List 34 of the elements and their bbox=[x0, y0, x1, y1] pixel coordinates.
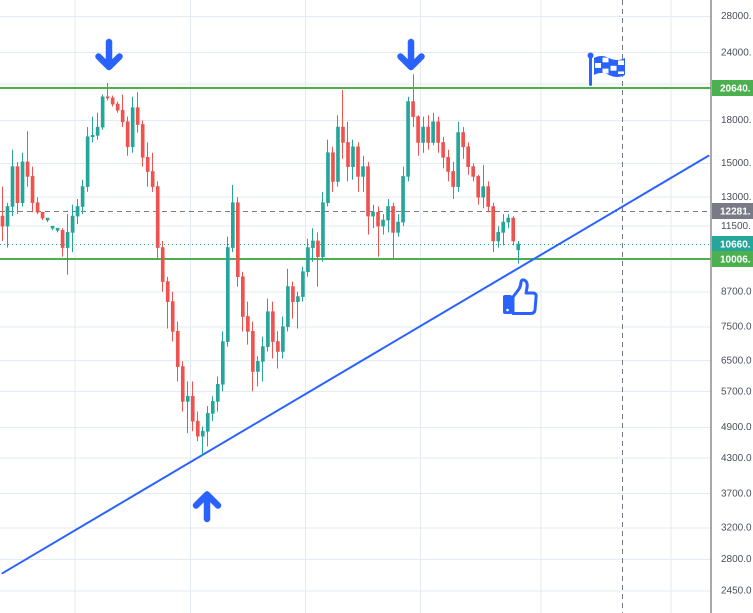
candlestick bbox=[431, 112, 435, 146]
y-tick-label: 11500. bbox=[721, 220, 751, 232]
ref-line-label: 12281. bbox=[720, 206, 751, 218]
y-tick-label: 3200.0 bbox=[721, 522, 752, 534]
y-tick-label: 13000. bbox=[721, 192, 752, 203]
y-tick-label: 4900.0 bbox=[721, 422, 752, 434]
candlestick bbox=[376, 206, 380, 258]
y-tick-label: 2800.0 bbox=[721, 554, 752, 566]
candlestick bbox=[351, 139, 355, 180]
y-tick-label: 24000. bbox=[721, 47, 752, 58]
candlestick bbox=[0, 186, 4, 242]
candlestick bbox=[316, 232, 320, 288]
candlestick bbox=[371, 204, 375, 229]
candlestick bbox=[421, 116, 425, 154]
ref-line-label: 10660. bbox=[720, 239, 751, 250]
candlestick bbox=[511, 216, 516, 246]
y-tick-label: 7500.0 bbox=[721, 322, 752, 333]
y-tick-label: 3700.0 bbox=[721, 488, 752, 500]
y-tick-label: 2450.0 bbox=[721, 586, 752, 597]
ref-line-label: 20640. bbox=[720, 83, 751, 94]
y-tick-label: 15000. bbox=[721, 158, 752, 170]
y-tick-label: 4300.0 bbox=[721, 452, 752, 464]
candlestick bbox=[291, 281, 295, 320]
y-tick-label: 18000. bbox=[721, 115, 752, 126]
y-tick-label: 8700.0 bbox=[721, 286, 752, 298]
candlestick bbox=[481, 164, 486, 209]
y-tick-label: 5700.0 bbox=[721, 386, 752, 398]
candlestick bbox=[361, 155, 365, 192]
y-tick-label: 6500.0 bbox=[721, 355, 752, 366]
candlestick bbox=[426, 114, 430, 150]
y-tick-label: 28000. bbox=[721, 11, 752, 22]
candlestick bbox=[60, 228, 64, 258]
ref-line-label: 10006. bbox=[720, 254, 751, 266]
candlestick bbox=[186, 381, 190, 434]
